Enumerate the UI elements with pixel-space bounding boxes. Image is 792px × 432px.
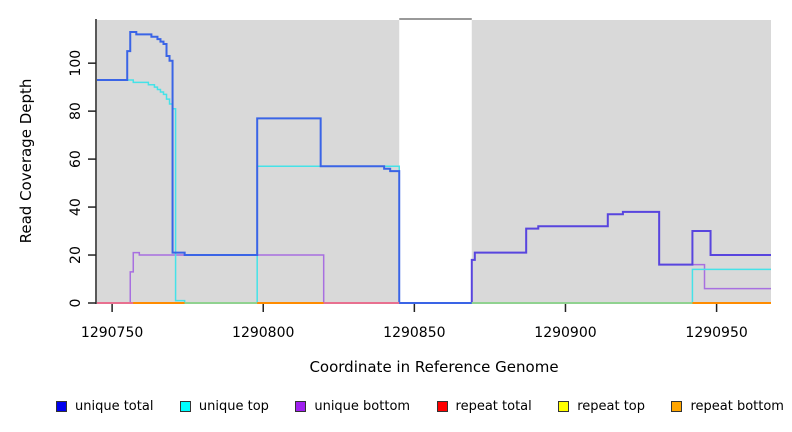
y-tick-label: 60 — [68, 150, 84, 168]
y-tick-label: 20 — [68, 246, 84, 264]
legend-swatch-icon — [56, 401, 67, 412]
y-tick-label: 80 — [68, 102, 84, 120]
legend-label: repeat bottom — [690, 399, 784, 414]
x-tick-label: 1290800 — [232, 325, 294, 341]
alignment-gap-region — [399, 20, 472, 303]
series-line-unique-total-pre-gap- — [97, 30, 472, 304]
legend-item-repeat-total: repeat total — [436, 399, 532, 414]
legend-label: repeat total — [455, 399, 532, 414]
legend-swatch-icon — [295, 401, 307, 412]
legend-label: unique total — [75, 399, 154, 414]
legend-item-unique-total: unique total — [56, 399, 153, 414]
legend-label: unique top — [198, 399, 269, 414]
legend-swatch-icon — [671, 401, 683, 412]
legend-swatch-icon — [436, 401, 448, 412]
coverage-plot: 0 20 40 60 80 100 1290750 1290800 1290850 1290900… — [68, 18, 771, 341]
legend-item-repeat-top: repeat top — [558, 399, 645, 414]
legend-item-unique-top: unique top — [179, 399, 269, 414]
legend-item-unique-bottom: unique bottom — [295, 399, 410, 414]
series-line-unique-total-post-gap- — [470, 210, 771, 303]
x-tick-label: 1290950 — [685, 325, 747, 341]
legend-swatch-icon — [558, 401, 570, 412]
y-tick-label: 40 — [68, 198, 84, 216]
series-line-unique-top — [97, 79, 771, 304]
x-tick-label: 1290750 — [81, 325, 143, 341]
legend: unique total unique top unique bottom repea… — [56, 399, 784, 414]
y-tick-label: 100 — [68, 50, 84, 77]
y-axis-title: Read Coverage Depth — [17, 78, 35, 244]
legend-item-repeat-bottom: repeat bottom — [671, 399, 784, 414]
x-tick-label: 1290900 — [534, 325, 596, 341]
legend-label: unique bottom — [314, 399, 411, 414]
y-tick-label: 0 — [68, 299, 84, 308]
legend-swatch-icon — [179, 401, 191, 412]
legend-label: repeat top — [577, 399, 645, 414]
x-axis-title: Coordinate in Reference Genome — [309, 358, 559, 376]
x-tick-label: 1290850 — [383, 325, 445, 341]
